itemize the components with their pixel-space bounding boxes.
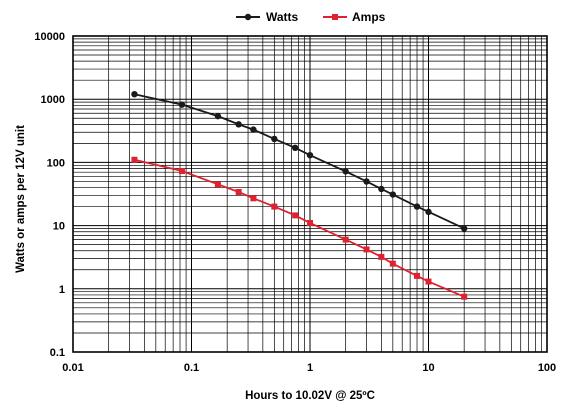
data-point-watts bbox=[214, 112, 222, 120]
data-point-amps bbox=[178, 168, 185, 175]
y-tick-label: 10000 bbox=[34, 31, 65, 43]
data-point-watts bbox=[460, 225, 468, 232]
y-axis-title: Watts or amps per 12V unit bbox=[15, 125, 27, 273]
data-point-amps bbox=[414, 272, 421, 279]
plot-border bbox=[72, 35, 548, 353]
y-tick-label: 10 bbox=[53, 221, 65, 233]
y-tick-label: 0.1 bbox=[50, 347, 65, 359]
legend: Watts Amps bbox=[236, 10, 386, 24]
x-axis-title: Hours to 10.02V @ 25ºC bbox=[245, 390, 375, 402]
data-point-amps bbox=[389, 260, 396, 267]
series-amps bbox=[131, 156, 468, 300]
series-watts bbox=[131, 90, 468, 232]
x-tick-labels: 0.01 0.1 1 10 100 bbox=[62, 362, 556, 374]
x-tick-label: 10 bbox=[422, 362, 434, 374]
legend-item-watts: Watts bbox=[236, 10, 299, 24]
x-tick-label: 100 bbox=[538, 362, 556, 374]
data-point-watts bbox=[291, 144, 299, 152]
data-point-amps bbox=[378, 253, 385, 260]
x-tick-label: 0.1 bbox=[184, 362, 199, 374]
data-point-watts bbox=[131, 90, 138, 98]
data-point-watts bbox=[250, 126, 257, 133]
data-point-watts bbox=[363, 178, 370, 185]
data-point-amps bbox=[250, 195, 257, 202]
data-point-amps bbox=[235, 189, 242, 196]
data-point-watts bbox=[389, 191, 397, 198]
data-point-watts bbox=[178, 101, 186, 108]
data-point-watts bbox=[425, 208, 432, 216]
plot-frame bbox=[72, 35, 548, 353]
data-point-amps bbox=[363, 246, 370, 253]
data-point-amps bbox=[461, 293, 468, 300]
legend-item-amps: Amps bbox=[323, 10, 386, 24]
data-point-watts bbox=[306, 151, 314, 159]
data-point-watts bbox=[342, 168, 349, 175]
data-point-watts bbox=[378, 185, 385, 193]
data-point-amps bbox=[292, 212, 299, 219]
y-tick-label: 1 bbox=[59, 284, 65, 296]
grid bbox=[72, 36, 547, 353]
data-point-watts bbox=[413, 203, 421, 210]
legend-label-amps: Amps bbox=[352, 10, 386, 24]
series-layer bbox=[131, 90, 468, 300]
data-point-amps bbox=[342, 236, 349, 243]
data-point-amps bbox=[214, 181, 221, 188]
y-tick-label: 100 bbox=[47, 157, 65, 169]
data-point-amps bbox=[271, 203, 278, 210]
x-tick-label: 1 bbox=[307, 362, 313, 374]
data-point-amps bbox=[131, 156, 138, 163]
y-tick-label: 1000 bbox=[41, 94, 65, 106]
data-point-watts bbox=[271, 135, 278, 143]
legend-label-watts: Watts bbox=[266, 10, 299, 24]
data-point-amps bbox=[425, 278, 432, 285]
y-tick-labels: 0.1 1 10 100 1000 10000 bbox=[34, 31, 65, 359]
x-tick-label: 0.01 bbox=[62, 362, 83, 374]
data-point-amps bbox=[307, 219, 313, 226]
data-point-watts bbox=[235, 121, 242, 128]
